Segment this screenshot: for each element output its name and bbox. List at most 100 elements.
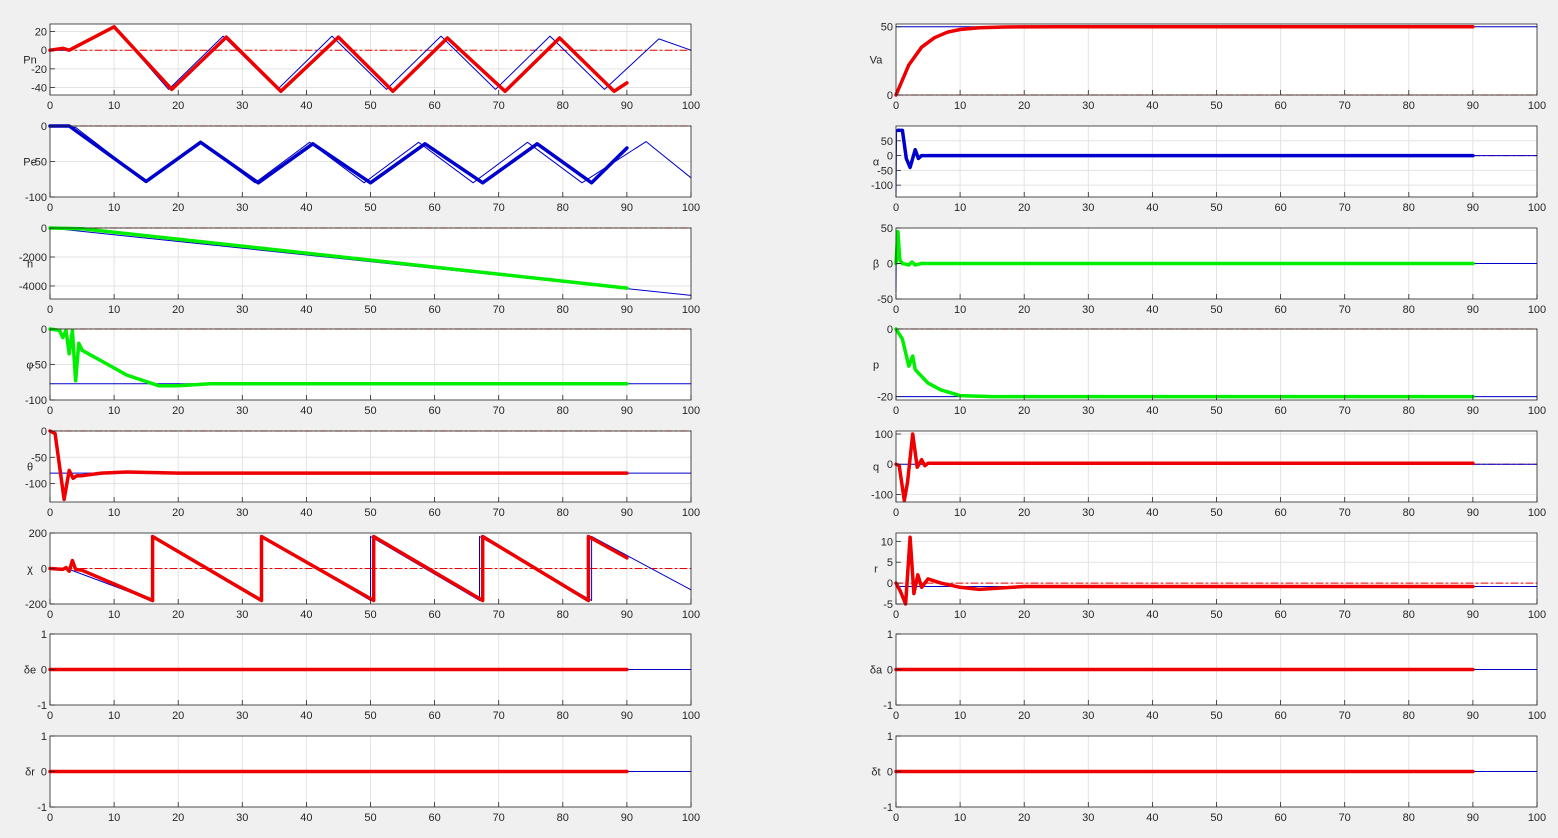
x-tick-label: 20 xyxy=(172,507,184,519)
y-tick-label: -50 xyxy=(31,452,47,464)
x-tick-label: 50 xyxy=(364,202,376,214)
x-tick-label: 90 xyxy=(1467,202,1479,214)
y-axis-label: φ xyxy=(26,360,33,372)
x-tick-label: 80 xyxy=(1403,812,1415,824)
y-tick-label: 1 xyxy=(887,731,893,743)
x-tick-label: 60 xyxy=(428,710,440,722)
x-tick-label: 30 xyxy=(236,202,248,214)
x-tick-label: 30 xyxy=(1082,405,1094,417)
x-tick-label: 10 xyxy=(108,100,120,112)
x-tick-label: 50 xyxy=(1210,710,1222,722)
x-tick-label: 20 xyxy=(1018,812,1030,824)
x-tick-label: 20 xyxy=(172,202,184,214)
y-axis-label: θ xyxy=(27,462,33,474)
x-tick-label: 30 xyxy=(1082,507,1094,519)
y-tick-label: 0 xyxy=(41,223,47,235)
y-tick-label: 100 xyxy=(875,429,893,441)
x-tick-label: 0 xyxy=(47,812,53,824)
x-tick-label: 40 xyxy=(300,304,312,316)
x-tick-label: 100 xyxy=(682,507,700,519)
y-tick-label: -100 xyxy=(871,180,893,192)
x-tick-label: 50 xyxy=(1210,100,1222,112)
x-tick-label: 40 xyxy=(1146,609,1158,621)
x-tick-label: 10 xyxy=(108,710,120,722)
y-tick-label: 50 xyxy=(881,223,893,235)
x-tick-label: 80 xyxy=(1403,304,1415,316)
x-tick-label: 70 xyxy=(1339,202,1351,214)
y-tick-label: 0 xyxy=(887,151,893,163)
x-tick-label: 50 xyxy=(364,100,376,112)
x-tick-label: 70 xyxy=(1339,609,1351,621)
y-tick-label: 10 xyxy=(881,536,893,548)
y-tick-label: 0 xyxy=(41,324,47,336)
x-tick-label: 10 xyxy=(954,100,966,112)
x-tick-label: 10 xyxy=(108,405,120,417)
x-tick-label: 80 xyxy=(557,609,569,621)
y-tick-label: 1 xyxy=(887,629,893,641)
x-tick-label: 30 xyxy=(236,100,248,112)
x-tick-label: 10 xyxy=(954,609,966,621)
x-tick-label: 50 xyxy=(1210,609,1222,621)
x-tick-label: 50 xyxy=(1210,304,1222,316)
x-tick-label: 20 xyxy=(172,304,184,316)
x-tick-label: 90 xyxy=(1467,405,1479,417)
subplot-2: 0 10 20 30 40 50 60 70 80 90 1000-50-100Pe xyxy=(23,121,700,214)
subplot-6: 0 10 20 30 40 50 60 70 80 90 1002000-200χ xyxy=(25,528,700,621)
x-tick-label: 90 xyxy=(1467,710,1479,722)
x-tick-label: 30 xyxy=(1082,710,1094,722)
x-tick-label: 70 xyxy=(493,100,505,112)
x-tick-label: 30 xyxy=(1082,812,1094,824)
x-tick-label: 30 xyxy=(1082,202,1094,214)
subplot-12: 0 10 20 30 40 50 60 70 80 90 1000-20p xyxy=(873,324,1546,417)
x-tick-label: 10 xyxy=(108,609,120,621)
y-tick-label: 5 xyxy=(887,557,893,569)
y-tick-label: 0 xyxy=(887,324,893,336)
x-tick-label: 70 xyxy=(1339,304,1351,316)
y-tick-label: -100 xyxy=(25,479,47,491)
x-tick-label: 10 xyxy=(954,202,966,214)
x-tick-label: 100 xyxy=(682,812,700,824)
x-tick-label: 80 xyxy=(1403,710,1415,722)
y-axis-label: Va xyxy=(870,55,884,67)
y-tick-label: -1 xyxy=(37,700,47,712)
x-tick-label: 100 xyxy=(1528,304,1546,316)
x-tick-label: 80 xyxy=(1403,609,1415,621)
x-tick-label: 60 xyxy=(428,304,440,316)
x-tick-label: 60 xyxy=(1274,202,1286,214)
y-tick-label: -200 xyxy=(25,599,47,611)
x-tick-label: 90 xyxy=(1467,812,1479,824)
subplot-4: 0 10 20 30 40 50 60 70 80 90 1000-50-100φ xyxy=(25,324,700,417)
y-axis-label: q xyxy=(873,462,879,474)
x-tick-label: 0 xyxy=(47,202,53,214)
y-tick-label: -100 xyxy=(25,192,47,204)
x-tick-label: 10 xyxy=(954,507,966,519)
y-axis-label: δr xyxy=(25,767,35,779)
x-tick-label: 0 xyxy=(893,304,899,316)
y-tick-label: 0 xyxy=(41,564,47,576)
x-tick-label: 70 xyxy=(493,405,505,417)
x-tick-label: 90 xyxy=(621,710,633,722)
x-tick-label: 100 xyxy=(1528,507,1546,519)
x-tick-label: 70 xyxy=(493,304,505,316)
x-tick-label: 50 xyxy=(364,812,376,824)
x-tick-label: 60 xyxy=(428,507,440,519)
x-tick-label: 20 xyxy=(1018,202,1030,214)
y-tick-label: 0 xyxy=(41,426,47,438)
x-tick-label: 20 xyxy=(172,812,184,824)
y-axis-label: χ xyxy=(27,564,33,576)
y-axis-label: Pe xyxy=(23,157,36,169)
x-tick-label: 0 xyxy=(47,304,53,316)
y-tick-label: 0 xyxy=(887,665,893,677)
y-tick-label: 50 xyxy=(881,22,893,34)
y-tick-label: -1 xyxy=(883,802,893,814)
x-tick-label: 20 xyxy=(172,405,184,417)
y-tick-label: 0 xyxy=(887,767,893,779)
x-tick-label: 20 xyxy=(1018,609,1030,621)
x-tick-label: 60 xyxy=(428,609,440,621)
x-tick-label: 10 xyxy=(954,405,966,417)
x-tick-label: 40 xyxy=(1146,100,1158,112)
x-tick-label: 60 xyxy=(428,405,440,417)
x-tick-label: 0 xyxy=(893,609,899,621)
x-tick-label: 50 xyxy=(364,609,376,621)
